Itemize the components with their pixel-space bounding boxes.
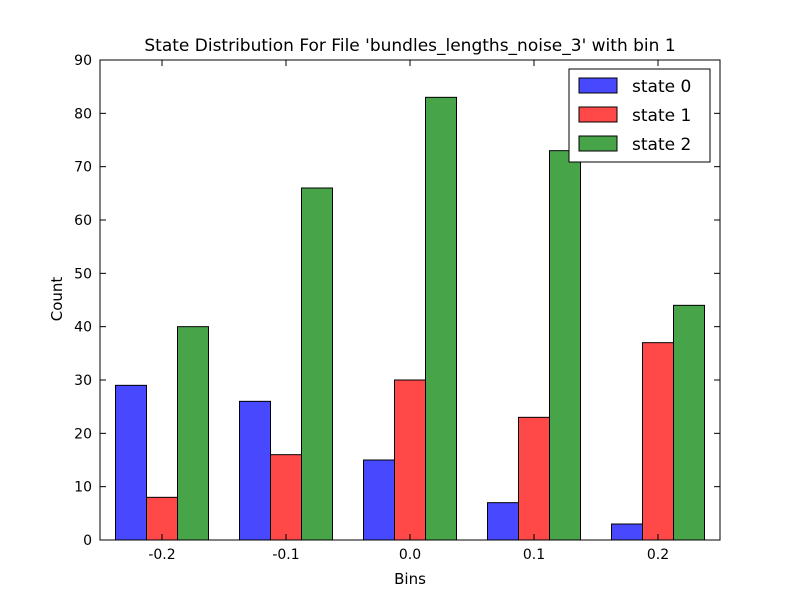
- bar-state-2-0.0: [425, 96, 457, 541]
- x-tick-label--0.2: -0.2: [148, 547, 175, 563]
- bar-state-1-0.0: [394, 379, 426, 541]
- bar-state-1-0.1: [518, 416, 550, 541]
- y-tick-label-10: 10: [74, 480, 92, 496]
- y-tick-label-40: 40: [74, 320, 92, 336]
- x-tick-label-0.0: 0.0: [399, 547, 421, 563]
- bar-state-1--0.1: [270, 454, 302, 541]
- y-axis-label: Count: [48, 277, 66, 322]
- chart-title: State Distribution For File 'bundles_len…: [144, 36, 675, 56]
- bar-state-0--0.2: [115, 384, 147, 541]
- y-tick-label-30: 30: [74, 373, 92, 389]
- bar-state-0-0.0: [363, 459, 395, 541]
- plot-frame: [99, 59, 721, 541]
- legend-label-state-2: state 2: [632, 135, 691, 155]
- legend-swatch-state-1: [578, 106, 618, 123]
- bar-state-0-0.1: [487, 502, 519, 541]
- legend-swatch-state-0: [578, 77, 618, 94]
- y-tick-label-20: 20: [74, 426, 92, 442]
- bar-state-2-0.1: [549, 150, 581, 541]
- x-tick-label-0.1: 0.1: [523, 547, 545, 563]
- y-tick-label-50: 50: [74, 266, 92, 282]
- bar-state-0--0.1: [239, 400, 271, 541]
- y-tick-label-90: 90: [74, 53, 92, 69]
- y-tick-label-70: 70: [74, 160, 92, 176]
- legend-swatch-state-2: [578, 135, 618, 152]
- bar-state-1-0.2: [642, 342, 674, 541]
- x-tick-label-0.2: 0.2: [647, 547, 669, 563]
- legend: state 0 state 1 state 2: [568, 68, 711, 163]
- legend-label-state-1: state 1: [632, 106, 691, 126]
- bar-state-1--0.2: [146, 496, 178, 541]
- bar-state-2--0.1: [301, 187, 333, 541]
- bar-state-2--0.2: [177, 326, 209, 541]
- bar-state-0-0.2: [611, 523, 643, 541]
- y-tick-label-0: 0: [83, 533, 92, 549]
- x-axis-label: Bins: [394, 570, 426, 588]
- bar-state-2-0.2: [673, 304, 705, 541]
- y-tick-label-60: 60: [74, 213, 92, 229]
- x-tick-label--0.1: -0.1: [272, 547, 299, 563]
- y-tick-label-80: 80: [74, 106, 92, 122]
- legend-label-state-0: state 0: [632, 77, 691, 97]
